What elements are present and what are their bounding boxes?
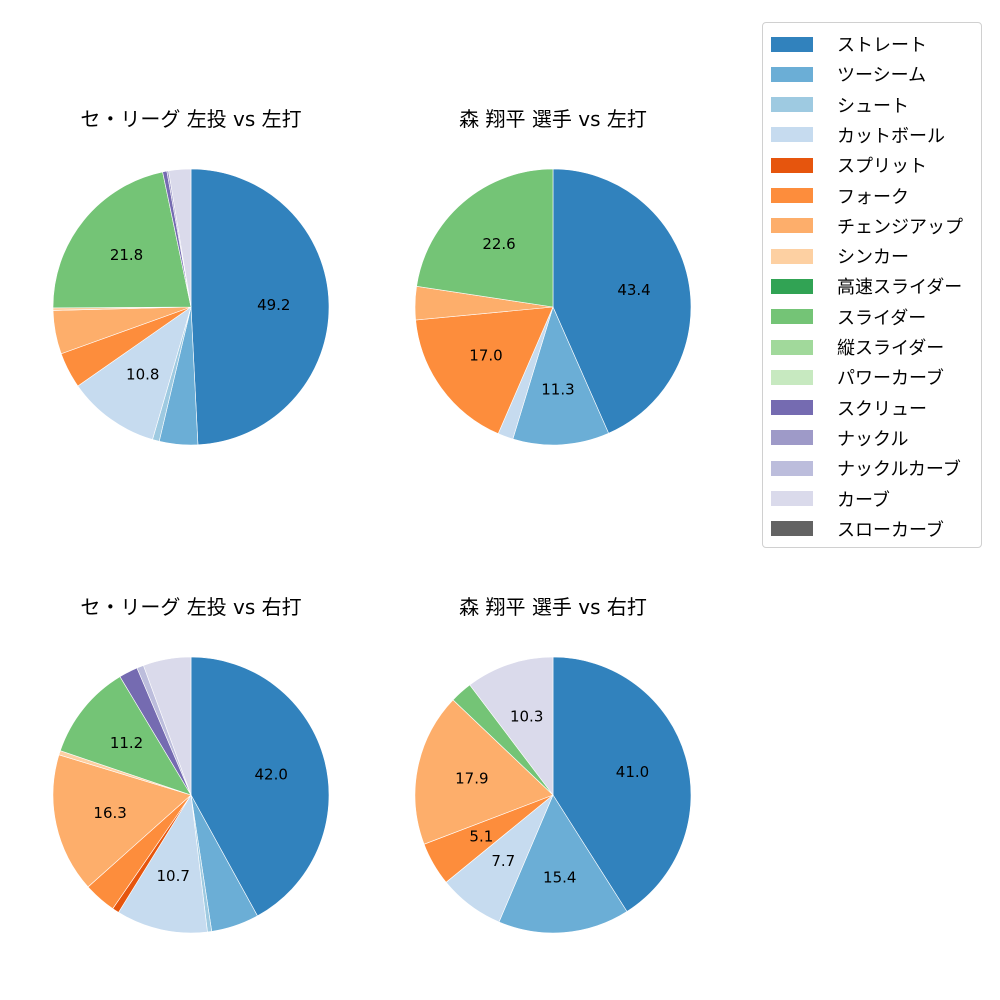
- legend-item: カーブ: [771, 488, 890, 511]
- chart-title: 森 翔平 選手 vs 左打: [459, 107, 647, 131]
- slice-label: 17.0: [469, 347, 502, 365]
- legend-swatch: [771, 521, 813, 537]
- legend-swatch: [771, 400, 813, 416]
- pie-slice: [512, 306, 609, 446]
- legend-label: ストレート: [837, 35, 927, 56]
- pie-chart: 42.0 10.7 16.3 11.2: [52, 656, 330, 934]
- legend-swatch: [771, 36, 813, 52]
- slice-label: 11.3: [541, 381, 574, 399]
- legend-swatch: [771, 491, 813, 506]
- legend-swatch: [771, 157, 813, 173]
- legend-item: ナックルカーブ: [771, 457, 961, 481]
- pie-slice: [190, 168, 330, 446]
- legend-label: シュート: [837, 95, 909, 117]
- pie-slice: [414, 699, 554, 845]
- legend-swatch: [771, 309, 813, 325]
- legend: ストレートツーシームシュートカットボール スプリットフォークチェンジアップ シンカー…: [762, 22, 982, 548]
- slice-label: 17.9: [455, 770, 488, 788]
- slice-label: 7.7: [491, 852, 515, 870]
- legend-item: チェンジアップ: [771, 215, 963, 238]
- pie-slice: [118, 794, 208, 934]
- slice-label: 10.8: [126, 365, 159, 383]
- pie-slice: [416, 168, 554, 308]
- pie-slice: [59, 676, 192, 796]
- slice-label: 21.8: [110, 246, 143, 264]
- slice-label: 41.0: [616, 763, 649, 781]
- pie-slice: [52, 754, 192, 888]
- legend-label: パワーカーブ: [837, 368, 944, 390]
- legend-item: ナックル: [771, 427, 909, 450]
- legend-swatch: [771, 218, 813, 234]
- legend-item: スプリット: [771, 154, 927, 178]
- legend-item: フォーク: [771, 185, 909, 208]
- slice-label: 43.4: [617, 281, 650, 299]
- legend-label: ナックルカーブ: [837, 459, 961, 481]
- pie-slice: [52, 171, 192, 309]
- legend-label: ナックル: [837, 428, 909, 450]
- legend-swatch: [771, 97, 813, 113]
- legend-swatch: [771, 339, 813, 355]
- pie-slice: [552, 168, 692, 434]
- legend-swatch: [771, 248, 813, 264]
- slice-label: 15.4: [543, 869, 576, 887]
- pie-slice: [415, 306, 554, 435]
- legend-label: スプリット: [837, 156, 927, 178]
- legend-item: カットボール: [771, 124, 945, 147]
- legend-item: シンカー: [771, 245, 909, 269]
- legend-label: スライダー: [837, 307, 927, 329]
- pie-slice: [552, 656, 692, 912]
- legend-item: ツーシーム: [771, 63, 927, 87]
- slice-label: 5.1: [469, 827, 493, 845]
- legend-label: 高速スライダー: [837, 277, 963, 299]
- legend-label: スクリュー: [837, 398, 927, 420]
- slice-label: 42.0: [254, 765, 287, 783]
- legend-swatch: [771, 460, 813, 476]
- legend-swatch: [771, 369, 813, 385]
- slice-label: 11.2: [110, 734, 143, 752]
- legend-label: スローカーブ: [837, 519, 944, 541]
- pie-slice: [143, 656, 192, 796]
- legend-label: シンカー: [837, 247, 909, 269]
- chart-title: セ・リーグ 左投 vs 左打: [80, 107, 302, 131]
- legend-item: スライダー: [771, 306, 927, 329]
- slice-label: 49.2: [257, 296, 290, 314]
- legend-label: カットボール: [837, 125, 945, 147]
- pie-slice: [190, 656, 330, 917]
- slice-label: 10.3: [510, 707, 543, 725]
- pie-slice: [469, 656, 554, 796]
- legend-item: 縦スライダー: [771, 336, 945, 359]
- slice-label: 16.3: [93, 804, 126, 822]
- chart-title: 森 翔平 選手 vs 右打: [459, 595, 647, 619]
- legend-label: チェンジアップ: [837, 216, 963, 238]
- pie-chart: 43.4 11.3 17.0 22.6: [414, 168, 692, 446]
- pie-chart: 41.0 15.4 7.7 5.1 17.9 10.3: [414, 656, 692, 934]
- legend-swatch: [771, 278, 813, 294]
- legend-swatch: [771, 127, 813, 143]
- slice-label: 10.7: [156, 867, 189, 885]
- legend-label: ツーシーム: [837, 65, 927, 87]
- legend-item: 高速スライダー: [771, 275, 963, 299]
- legend-label: フォーク: [837, 186, 909, 208]
- slice-label: 22.6: [482, 235, 515, 253]
- legend-item: パワーカーブ: [771, 366, 944, 390]
- chart-title: セ・リーグ 左投 vs 右打: [80, 595, 302, 619]
- legend-swatch: [771, 188, 813, 203]
- pie-chart: 49.2 10.8 21.8: [52, 168, 330, 446]
- legend-swatch: [771, 66, 813, 82]
- legend-item: スクリュー: [771, 397, 927, 420]
- pie-slice: [168, 168, 192, 308]
- legend-label: 縦スライダー: [837, 338, 945, 359]
- legend-item: スローカーブ: [771, 518, 944, 541]
- legend-swatch: [771, 430, 813, 446]
- pie-slice: [498, 794, 628, 934]
- legend-item: シュート: [771, 94, 909, 117]
- legend-item: ストレート: [771, 33, 927, 56]
- pie-slice: [77, 306, 192, 440]
- legend-label: カーブ: [837, 489, 890, 511]
